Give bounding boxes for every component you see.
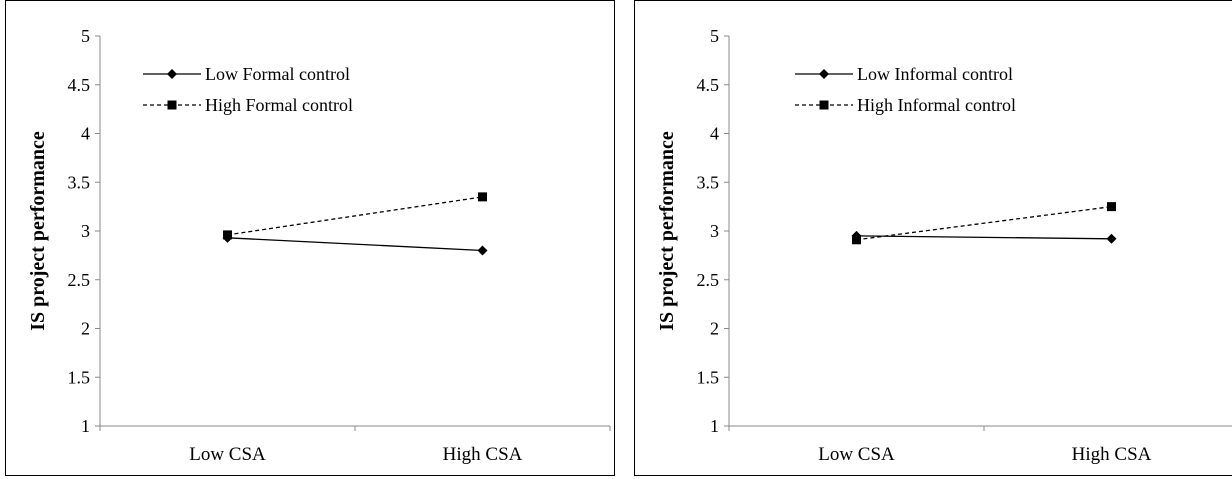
series-line (227, 196, 483, 236)
legend-entry: High Formal control (143, 95, 353, 115)
legend-label: Low Informal control (857, 64, 1013, 84)
diamond-marker (819, 69, 829, 79)
y-tick-label: 4 (710, 124, 719, 144)
series-high (223, 192, 487, 240)
square-marker (1107, 202, 1116, 212)
chart-panel-informal-control: 1 1.5 2 2.5 3 3.5 4 4.5 5 Low CSA High CSA IS proje… (634, 0, 1232, 476)
x-category-label: Low CSA (189, 444, 266, 465)
y-tick-label: 5 (81, 26, 90, 46)
y-tick-label: 4.5 (68, 75, 91, 95)
y-tick-label: 1 (81, 416, 90, 436)
y-tick-label: 3.5 (697, 172, 720, 192)
legend-label: Low Formal control (205, 64, 350, 84)
y-tick-label: 3 (710, 221, 719, 241)
y-tick-label: 3 (81, 221, 90, 241)
x-category-label: High CSA (1072, 444, 1152, 465)
series-low (222, 232, 488, 256)
x-category-label: High CSA (443, 444, 523, 465)
legend-label: High Informal control (857, 95, 1016, 115)
y-tick-label: 2 (81, 319, 90, 339)
legend-label: High Formal control (205, 95, 353, 115)
legend-entry: Low Informal control (795, 64, 1013, 84)
series-low (851, 230, 1117, 244)
series-line (856, 235, 1112, 240)
series-line (856, 205, 1112, 241)
square-marker (819, 100, 829, 110)
diamond-marker (222, 232, 233, 243)
y-tick-label: 2.5 (697, 270, 720, 290)
square-marker (478, 192, 487, 202)
chart-panel-formal-control: 1 1.5 2 2.5 3 3.5 4 4.5 5 Low CSA High CSA IS proje… (5, 0, 615, 476)
x-category-label: Low CSA (818, 444, 895, 465)
y-tick-label: 3.5 (68, 172, 91, 192)
y-tick-label: 1.5 (68, 367, 91, 387)
diamond-marker (167, 69, 177, 79)
y-tick-label: 4 (81, 124, 90, 144)
y-tick-label: 2.5 (68, 270, 91, 290)
y-tick-label: 1.5 (697, 367, 720, 387)
square-marker (167, 100, 177, 110)
legend-entry: High Informal control (795, 95, 1016, 115)
y-tick-label: 5 (710, 26, 719, 46)
y-tick-label: 4.5 (697, 75, 720, 95)
y-tick-label: 1 (710, 416, 719, 436)
diamond-marker (477, 245, 488, 256)
series-line (227, 237, 483, 252)
chart-informal-control: 1 1.5 2 2.5 3 3.5 4 4.5 5 Low CSA High CSA IS proje… (656, 26, 1232, 465)
y-tick-label: 2 (710, 319, 719, 339)
chart-formal-control: 1 1.5 2 2.5 3 3.5 4 4.5 5 Low CSA High CSA IS proje… (27, 26, 611, 465)
legend-entry: Low Formal control (143, 64, 350, 84)
y-axis-title: IS project performance (27, 131, 49, 331)
diamond-marker (851, 230, 862, 241)
diamond-marker (1106, 233, 1117, 244)
y-axis-title: IS project performance (656, 131, 678, 331)
